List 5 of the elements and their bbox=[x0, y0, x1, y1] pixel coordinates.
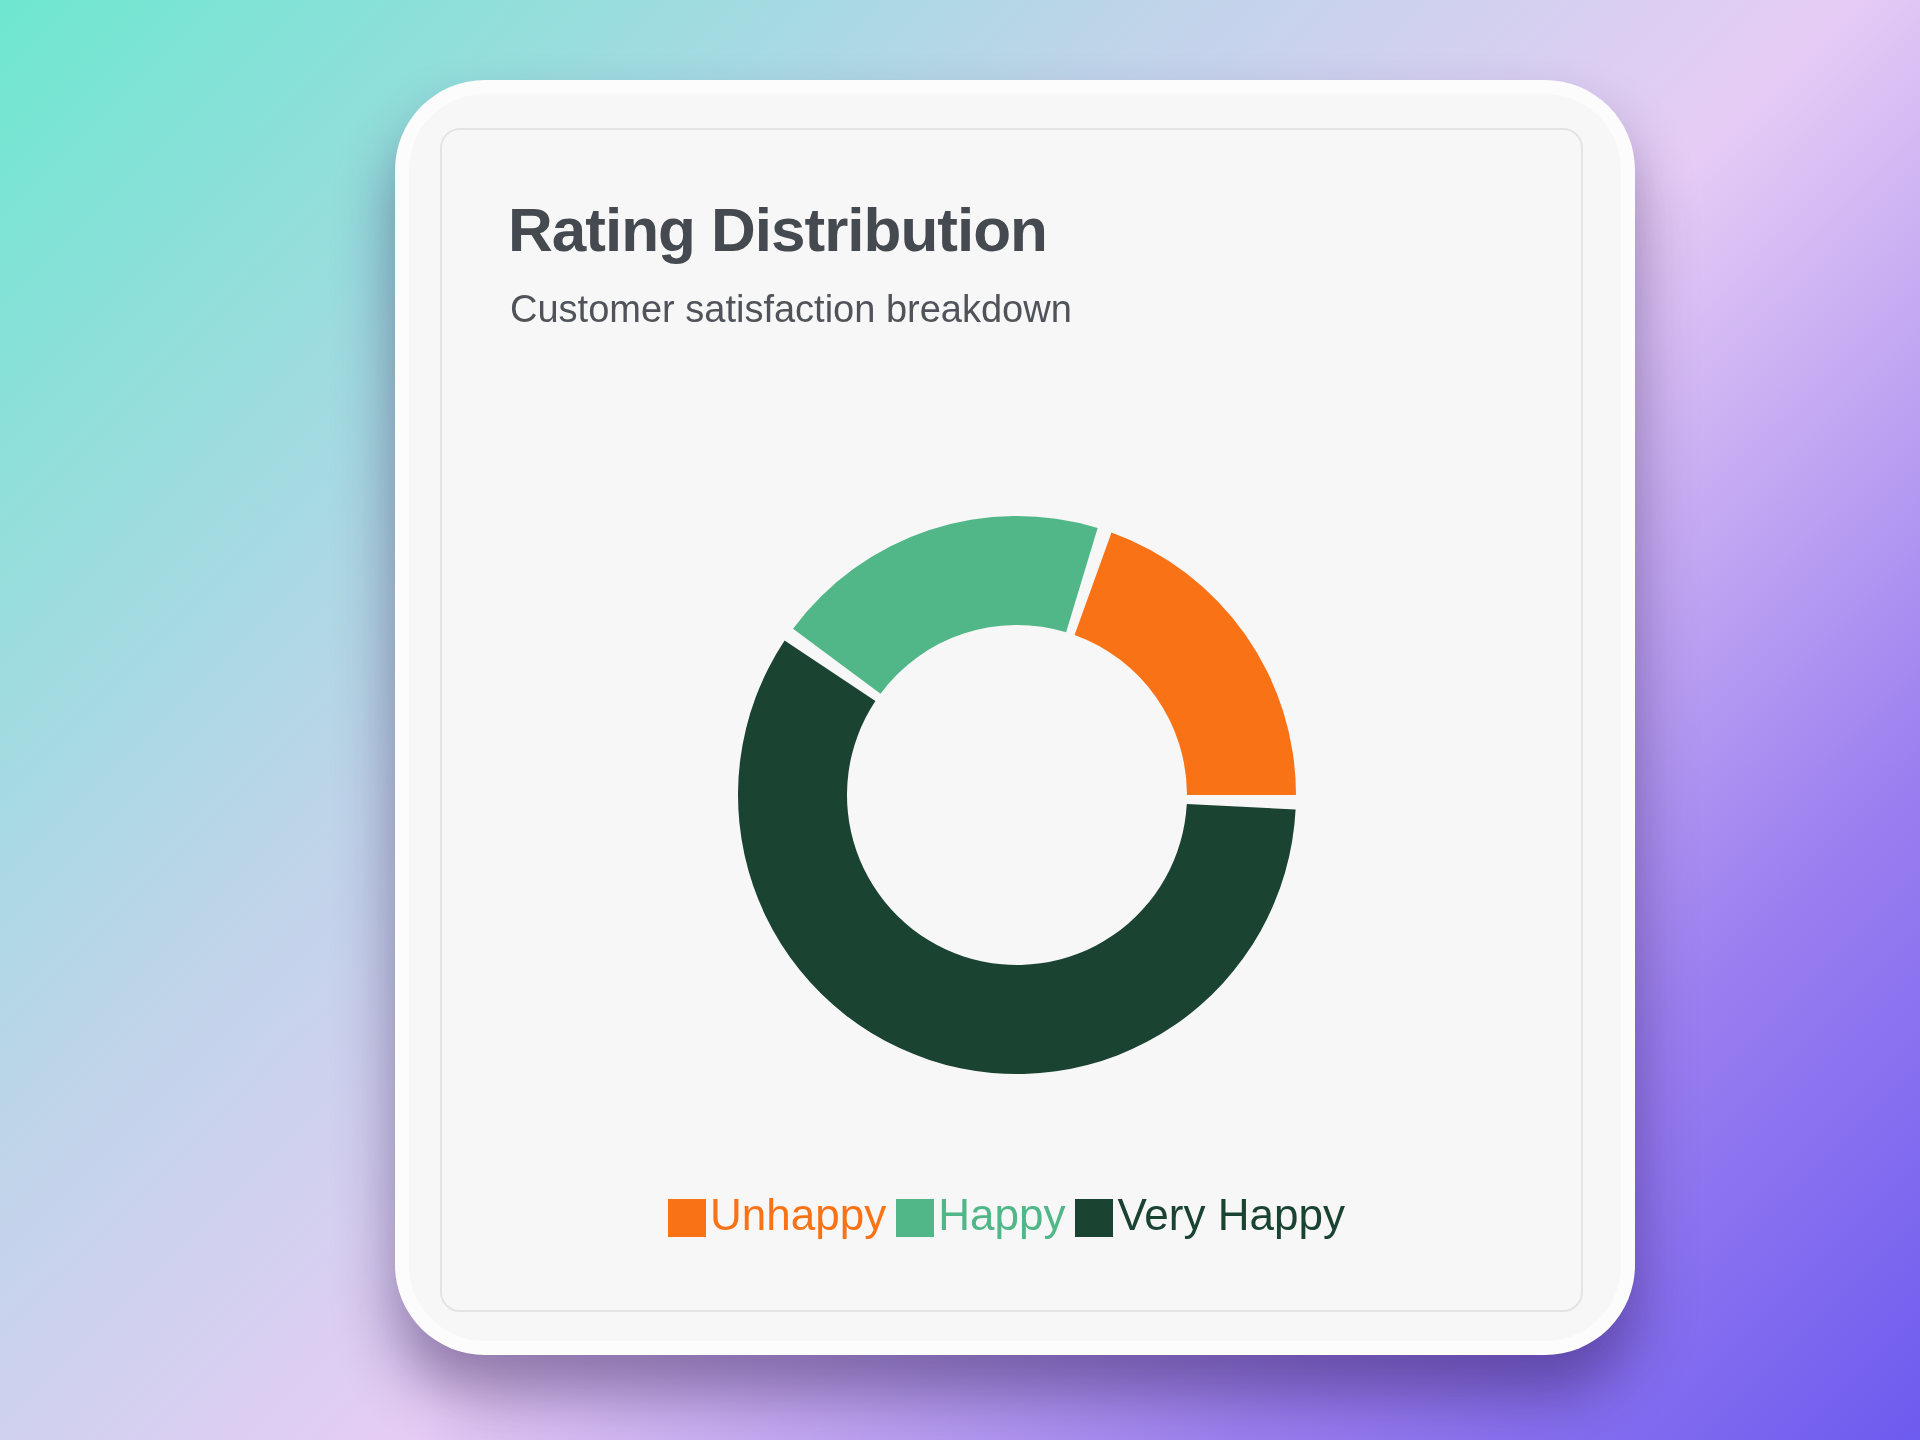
chart-subtitle: Customer satisfaction breakdown bbox=[510, 288, 1072, 331]
legend-label: Happy bbox=[938, 1190, 1066, 1239]
chart-title: Rating Distribution bbox=[508, 194, 1047, 265]
legend-label: Very Happy bbox=[1117, 1190, 1345, 1239]
legend-label: Unhappy bbox=[710, 1190, 887, 1239]
